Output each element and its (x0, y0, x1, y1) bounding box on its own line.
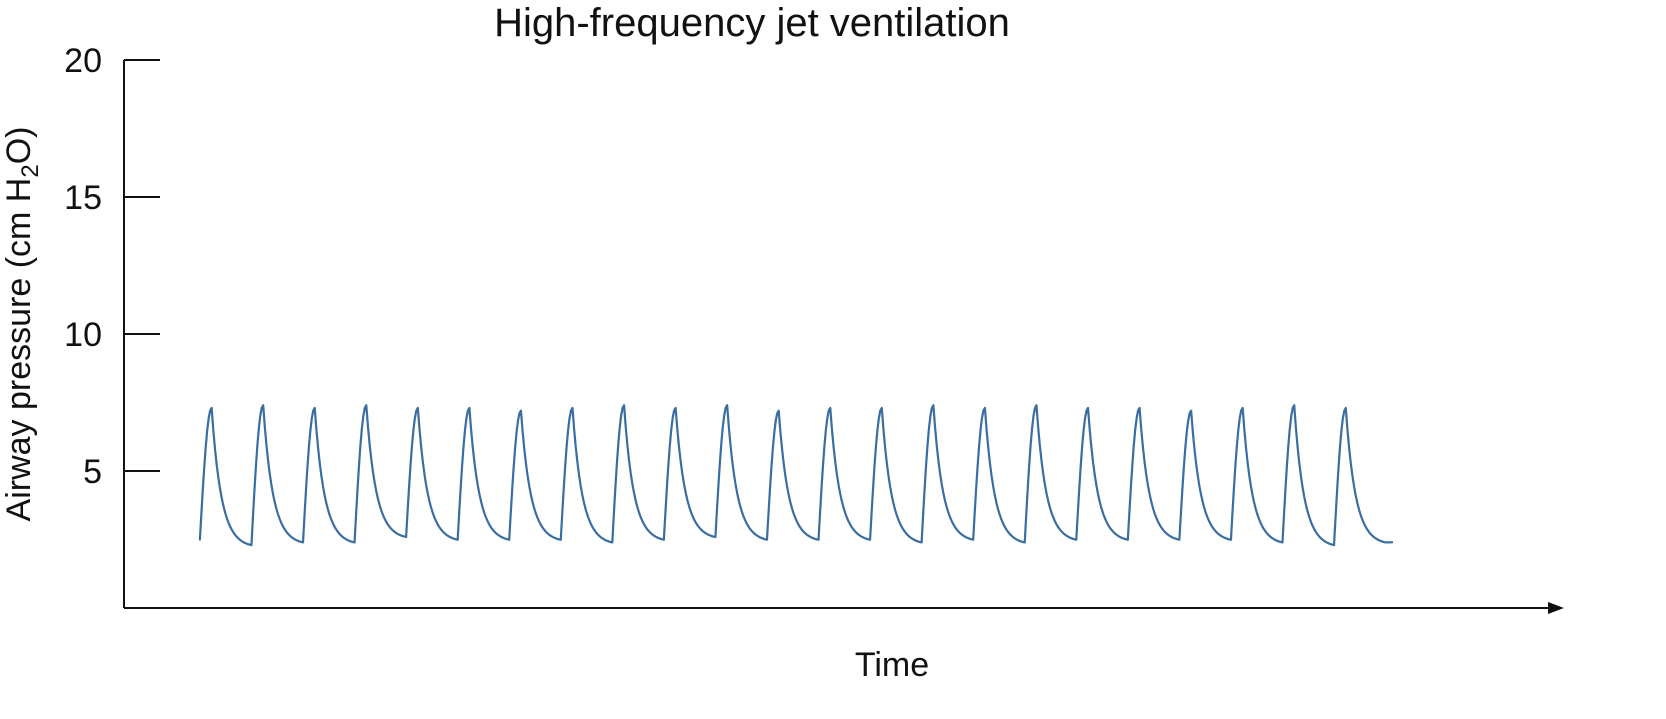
x-axis-label: Time (855, 646, 929, 684)
y-tick-label: 10 (64, 316, 102, 354)
y-axis-label-main: Airway pressure (cm H (0, 178, 38, 522)
y-tick-group: 20 15 10 5 (64, 42, 160, 491)
chart-title: High-frequency jet ventilation (494, 1, 1010, 45)
y-axis-label-subscript: 2 (17, 164, 44, 177)
x-axis-arrowhead (1548, 602, 1564, 614)
y-axis-label-tail: O) (0, 127, 38, 165)
y-tick-label: 15 (64, 179, 102, 217)
airway-pressure-series-line (198, 404, 1394, 547)
y-tick-label: 20 (64, 42, 102, 80)
series-group (198, 404, 1394, 547)
y-axis-label: Airway pressure (cm H2O) (0, 127, 44, 522)
y-tick-label: 5 (83, 453, 102, 491)
